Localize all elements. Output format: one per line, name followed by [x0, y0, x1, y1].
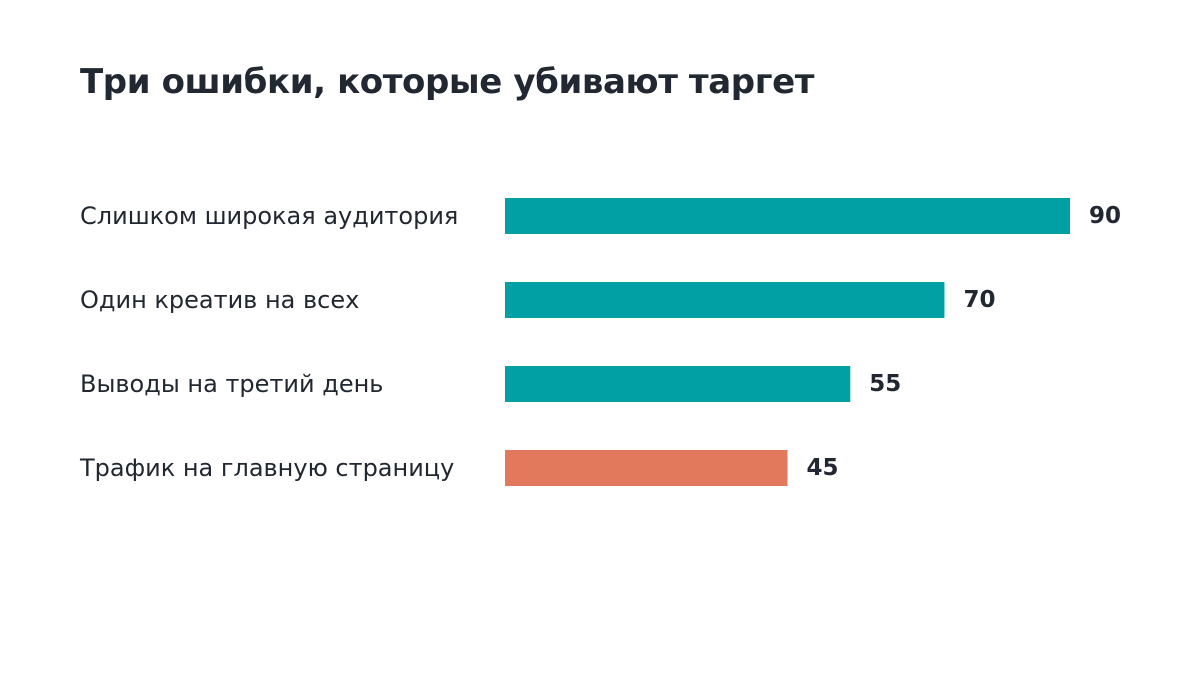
category-label: Выводы на третий день: [80, 370, 383, 398]
chart-title: Три ошибки, которые убивают таргет: [80, 62, 815, 102]
category-label: Трафик на главную страницу: [79, 454, 454, 482]
value-label: 90: [1089, 203, 1121, 229]
value-label: 55: [869, 371, 901, 397]
bar: [505, 198, 1070, 234]
bar: [505, 450, 788, 486]
category-label: Один креатив на всех: [80, 286, 359, 314]
value-label: 45: [807, 455, 839, 481]
bar: [505, 282, 945, 318]
value-label: 70: [963, 287, 995, 313]
category-label: Слишком широкая аудитория: [80, 202, 458, 230]
bar: [505, 366, 851, 402]
